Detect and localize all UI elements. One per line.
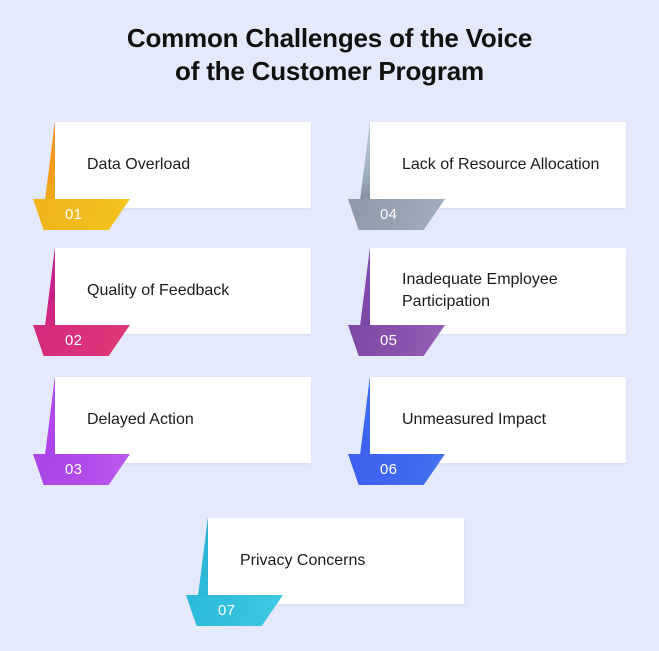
challenge-label: Lack of Resource Allocation (402, 155, 600, 173)
card-panel: Data Overload (55, 122, 311, 208)
challenge-card-01[interactable]: Data Overload 01 (33, 122, 311, 230)
challenge-number: 05 (380, 332, 398, 349)
challenge-number: 07 (218, 602, 236, 619)
challenge-card-04[interactable]: Lack of Resource Allocation 04 (348, 122, 626, 230)
challenge-card-05[interactable]: Inadequate Employee Participation 05 (348, 248, 626, 356)
challenge-card-03[interactable]: Delayed Action 03 (33, 377, 311, 485)
challenge-label: Inadequate Employee Participation (402, 270, 558, 310)
card-panel: Quality of Feedback (55, 248, 311, 334)
challenge-card-02[interactable]: Quality of Feedback 02 (33, 248, 311, 356)
card-panel: Delayed Action (55, 377, 311, 463)
challenge-number: 03 (65, 461, 83, 478)
card-panel: Unmeasured Impact (370, 377, 626, 463)
page-title-line-1: Common Challenges of the Voice (126, 23, 533, 53)
challenge-card-06[interactable]: Unmeasured Impact 06 (348, 377, 626, 485)
challenge-number: 02 (65, 332, 83, 349)
card-panel: Privacy Concerns (208, 518, 464, 604)
challenge-label: Data Overload (87, 155, 191, 173)
page-title-line-2: of the Customer Program (175, 56, 484, 87)
challenge-label: Unmeasured Impact (402, 410, 547, 428)
challenge-label: Quality of Feedback (87, 281, 230, 299)
challenge-number: 04 (380, 206, 398, 223)
challenge-label: Delayed Action (87, 410, 194, 428)
challenge-card-07[interactable]: Privacy Concerns 07 (186, 518, 464, 626)
challenge-number: 01 (65, 206, 83, 223)
card-panel: Inadequate Employee Participation (370, 248, 626, 334)
page-title: Common Challenges of the Voice of the Cu… (0, 22, 659, 89)
challenge-number: 06 (380, 461, 398, 478)
challenge-label: Privacy Concerns (240, 551, 366, 569)
card-panel: Lack of Resource Allocation (370, 122, 626, 208)
